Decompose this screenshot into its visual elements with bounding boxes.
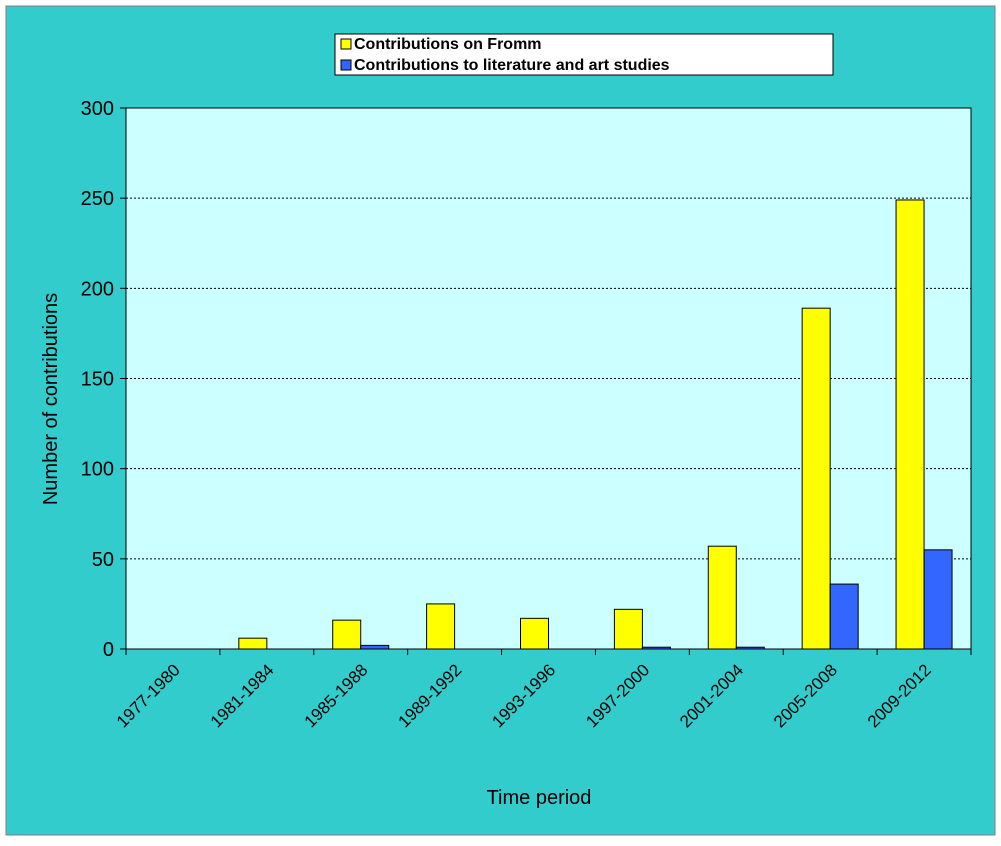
y-axis-ticks: 0 50 100 150 200 250 300 <box>81 98 126 661</box>
bar-fromm <box>520 617 549 650</box>
legend-label-literature: Contributions to literature and art stud… <box>354 57 670 74</box>
y-tick-label: 50 <box>92 549 114 571</box>
y-tick-label: 250 <box>81 188 114 210</box>
y-tick-label: 150 <box>81 369 114 391</box>
plot-area <box>125 107 972 650</box>
y-tick-label: 200 <box>81 278 114 300</box>
legend-box <box>334 33 834 76</box>
x-axis-title: Time period <box>487 787 592 809</box>
bar-fromm <box>707 545 737 650</box>
y-tick-label: 0 <box>103 639 114 661</box>
bar-fromm <box>801 307 831 650</box>
bar-literature <box>829 583 859 650</box>
bar-fromm <box>895 199 925 650</box>
legend-swatch-fromm <box>340 38 352 50</box>
legend-swatch-literature <box>340 59 352 71</box>
legend-label-fromm: Contributions on Fromm <box>354 36 542 53</box>
bar-fromm <box>238 637 268 650</box>
y-tick-label: 100 <box>81 459 114 481</box>
y-tick-label: 300 <box>81 98 114 120</box>
bar-fromm <box>426 603 456 650</box>
bar-fromm <box>332 619 362 650</box>
bar-literature <box>360 644 390 650</box>
legend: Contributions on Fromm Contributions to … <box>334 33 834 76</box>
bars <box>238 199 953 650</box>
y-axis-title: Number of contributions <box>40 293 62 505</box>
bar-literature <box>923 549 953 650</box>
bar-fromm <box>613 608 643 650</box>
